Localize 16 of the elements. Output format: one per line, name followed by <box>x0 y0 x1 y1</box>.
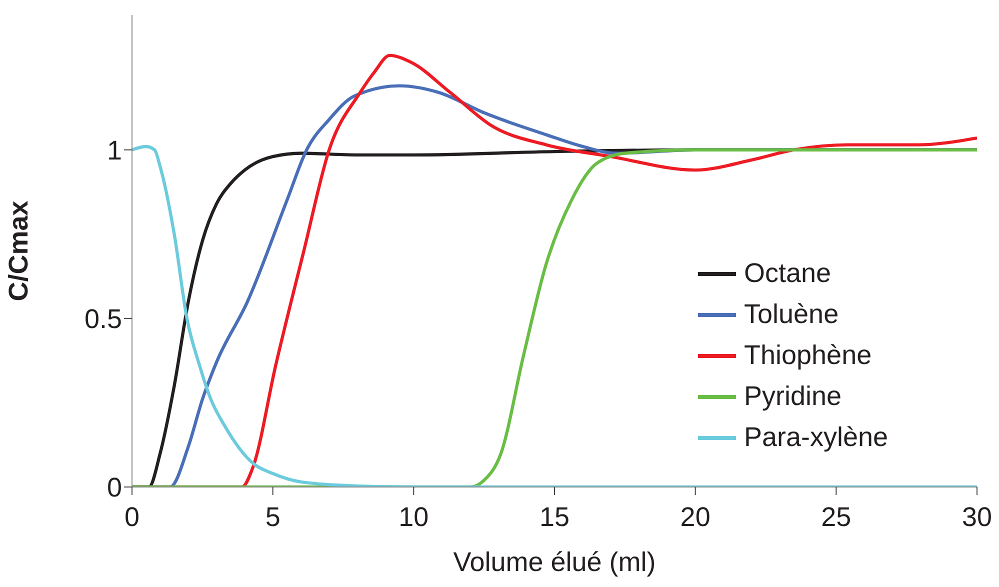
x-tick-label: 25 <box>821 502 852 532</box>
y-axis-title: C/Cmax <box>4 200 34 302</box>
legend-label: Toluène <box>744 298 839 331</box>
y-tick-label: 0 <box>106 472 122 503</box>
x-tick-label: 15 <box>539 502 570 532</box>
legend-label: Thiophène <box>744 339 872 372</box>
x-axis-title: Volume élué (ml) <box>453 547 656 577</box>
x-tick-label: 20 <box>680 502 710 532</box>
x-tick-label: 5 <box>265 502 280 532</box>
legend-label: Para-xylène <box>744 421 888 454</box>
x-tick-label: 10 <box>398 502 429 532</box>
y-tick-label: 0.5 <box>84 304 122 334</box>
y-tick-label: 1 <box>106 135 122 166</box>
legend-label: Octane <box>744 257 832 290</box>
x-tick-label: 30 <box>962 502 992 532</box>
legend-label: Pyridine <box>744 380 842 413</box>
